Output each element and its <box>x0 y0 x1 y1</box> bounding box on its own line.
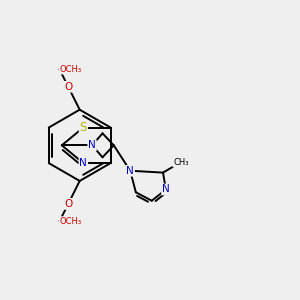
Text: N: N <box>88 140 96 150</box>
Text: CH₃: CH₃ <box>173 158 189 166</box>
Text: O: O <box>64 82 72 92</box>
Text: N: N <box>80 158 87 168</box>
Text: S: S <box>80 121 87 134</box>
Text: OCH₃: OCH₃ <box>59 217 82 226</box>
Text: OCH₃: OCH₃ <box>59 65 82 74</box>
Text: O: O <box>64 199 72 209</box>
Text: N: N <box>126 166 134 176</box>
Text: N: N <box>162 184 170 194</box>
